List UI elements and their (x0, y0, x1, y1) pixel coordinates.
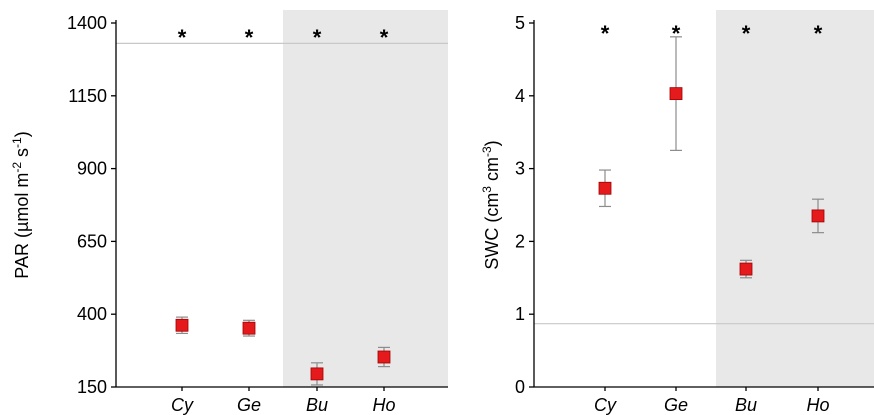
panel-2-y-axis-title-part: SWC (cm (482, 193, 502, 270)
panel-2-y-tick-label: 0 (515, 377, 525, 397)
panel-1: 150 400 650 900 1150 1400 Cy Ge Bu Ho * * * * PAR (µmo… (10, 10, 448, 415)
panel-2-y-axis-title-superscript: -3 (480, 146, 494, 157)
panel-2-y-tick-label: 3 (515, 159, 525, 179)
panel-2-y-axis-title-superscript: 3 (480, 186, 494, 193)
panel-1-y-tick-label: 1150 (68, 86, 107, 106)
panel-1-y-axis-title: PAR (µmol m-2 s-1) (10, 131, 32, 278)
panel-2-data-point (598, 181, 612, 195)
panel-2-data-point (669, 87, 683, 101)
panel-1-significance-star: * (245, 25, 254, 50)
panel-1-data-point (377, 350, 391, 364)
panel-2-significance-star: * (814, 21, 823, 46)
panel-1-x-tick-label: Cy (171, 395, 194, 415)
panel-1-significance-star: * (380, 25, 389, 50)
panel-1-x-tick-label: Bu (306, 395, 328, 415)
panel-2-y-tick-label: 1 (515, 304, 525, 324)
panel-2-y-axis-title: SWC (cm3 cm-3) (480, 140, 502, 269)
panel-1-significance-star: * (313, 25, 322, 50)
panel-1-y-axis-title-part: PAR (µmol m (12, 173, 32, 279)
panel-1-y-tick-label: 900 (77, 159, 107, 179)
panel-2-x-tick-label: Bu (735, 395, 757, 415)
panel-1-data-point (175, 318, 189, 332)
panel-2-significance-star: * (672, 21, 681, 46)
panel-2-data-point (739, 262, 753, 276)
panel-1-x-tick-label: Ho (372, 395, 395, 415)
panel-2-y-tick-label: 2 (515, 231, 525, 251)
panel-1-y-tick-label: 1400 (67, 13, 107, 33)
panel-1-data-point (242, 321, 256, 335)
panel-1-y-axis-title-superscript: -1 (10, 137, 24, 148)
panel-1-y-tick-label: 150 (77, 377, 107, 397)
panel-1-y-tick-label: 650 (77, 231, 107, 251)
panel-2-x-tick-label: Ho (806, 395, 829, 415)
panel-2-y-tick-label: 5 (515, 13, 525, 33)
panel-1-shaded-region (283, 10, 448, 387)
panel-1-significance-star: * (178, 25, 187, 50)
panel-2-significance-star: * (601, 21, 610, 46)
panel-1-x-tick-label: Ge (237, 395, 261, 415)
panel-1-y-axis-title-part: s (12, 148, 32, 162)
panel-2-y-axis-title-part: cm (482, 157, 502, 186)
panel-2-data-point (811, 209, 825, 223)
panel-1-y-axis-title-superscript: -2 (10, 162, 24, 173)
panel-2-y-tick-label: 4 (515, 86, 525, 106)
panel-1-y-axis-title-part: ) (12, 131, 32, 137)
panel-2-significance-star: * (742, 21, 751, 46)
panel-2-x-tick-label: Cy (594, 395, 617, 415)
panel-1-y-tick-label: 400 (77, 304, 107, 324)
panel-2-x-tick-label: Ge (664, 395, 688, 415)
panel-2-shaded-region (716, 10, 874, 387)
panel-1-data-point (310, 367, 324, 381)
panel-2-y-axis-title-part: ) (482, 140, 502, 146)
